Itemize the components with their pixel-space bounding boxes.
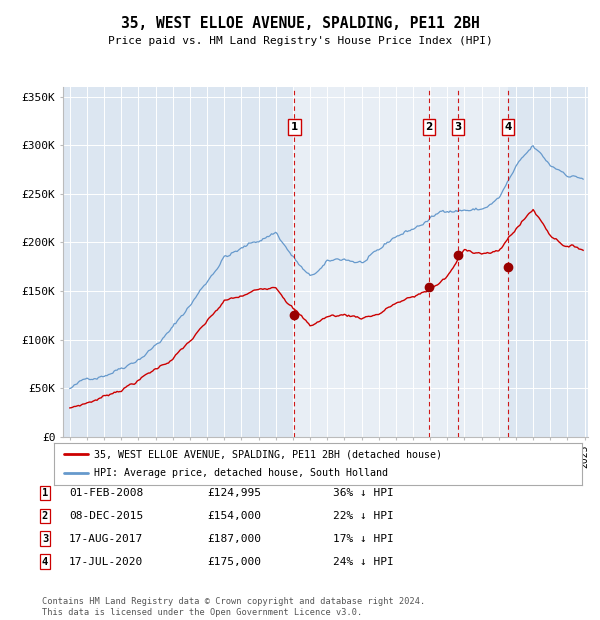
Text: 22% ↓ HPI: 22% ↓ HPI	[333, 511, 394, 521]
Text: 36% ↓ HPI: 36% ↓ HPI	[333, 488, 394, 498]
Text: 4: 4	[505, 122, 512, 132]
Text: 01-FEB-2008: 01-FEB-2008	[69, 488, 143, 498]
Text: 35, WEST ELLOE AVENUE, SPALDING, PE11 2BH: 35, WEST ELLOE AVENUE, SPALDING, PE11 2B…	[121, 16, 479, 30]
Text: £175,000: £175,000	[207, 557, 261, 567]
Text: 3: 3	[42, 534, 48, 544]
Text: 24% ↓ HPI: 24% ↓ HPI	[333, 557, 394, 567]
Bar	[295, 87, 508, 437]
Text: HPI: Average price, detached house, South Holland: HPI: Average price, detached house, Sout…	[94, 469, 388, 479]
Text: £124,995: £124,995	[207, 488, 261, 498]
Text: 1: 1	[291, 122, 298, 132]
Text: 17-AUG-2017: 17-AUG-2017	[69, 534, 143, 544]
Text: 17-JUL-2020: 17-JUL-2020	[69, 557, 143, 567]
Text: 4: 4	[42, 557, 48, 567]
Text: 3: 3	[454, 122, 461, 132]
Text: £187,000: £187,000	[207, 534, 261, 544]
Text: 08-DEC-2015: 08-DEC-2015	[69, 511, 143, 521]
Text: 35, WEST ELLOE AVENUE, SPALDING, PE11 2BH (detached house): 35, WEST ELLOE AVENUE, SPALDING, PE11 2B…	[94, 449, 442, 459]
Text: Price paid vs. HM Land Registry's House Price Index (HPI): Price paid vs. HM Land Registry's House …	[107, 36, 493, 46]
Text: 17% ↓ HPI: 17% ↓ HPI	[333, 534, 394, 544]
Text: £154,000: £154,000	[207, 511, 261, 521]
Text: 2: 2	[425, 122, 433, 132]
Text: 2: 2	[42, 511, 48, 521]
Text: 1: 1	[42, 488, 48, 498]
Text: Contains HM Land Registry data © Crown copyright and database right 2024.
This d: Contains HM Land Registry data © Crown c…	[42, 598, 425, 617]
